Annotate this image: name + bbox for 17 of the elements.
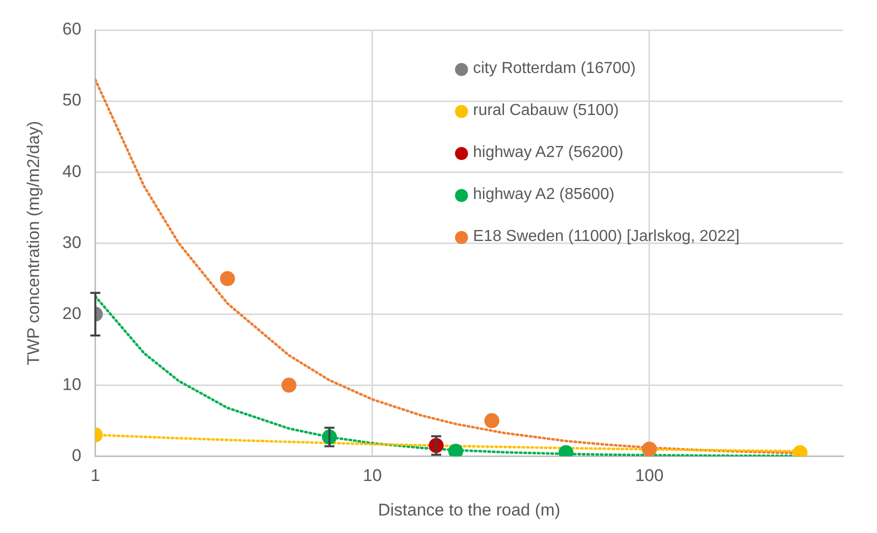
legend-label: E18 Sweden (11000) [Jarlskog, 2022]	[473, 228, 740, 246]
y-tick-label: 10	[62, 374, 82, 394]
x-tick-label: 10	[362, 466, 382, 486]
y-tick-label: 30	[62, 232, 82, 252]
legend-label: rural Cabauw (5100)	[473, 102, 619, 120]
legend-label: highway A27 (56200)	[473, 144, 624, 162]
x-tick-label: 1	[90, 466, 100, 486]
x-tick-label: 100	[635, 466, 664, 486]
y-tick-label: 50	[62, 90, 82, 110]
y-tick-label: 0	[72, 446, 82, 465]
legend-label: city Rotterdam (16700)	[473, 60, 636, 78]
x-axis-title: Distance to the road (m)	[378, 500, 560, 520]
y-axis-title: TWP concentration (mg/m2/day)	[24, 120, 43, 366]
y-tick-label: 20	[62, 304, 82, 323]
y-tick-label: 40	[62, 162, 82, 181]
y-tick-label: 60	[62, 20, 82, 39]
legend-label: highway A2 (85600)	[473, 186, 614, 204]
